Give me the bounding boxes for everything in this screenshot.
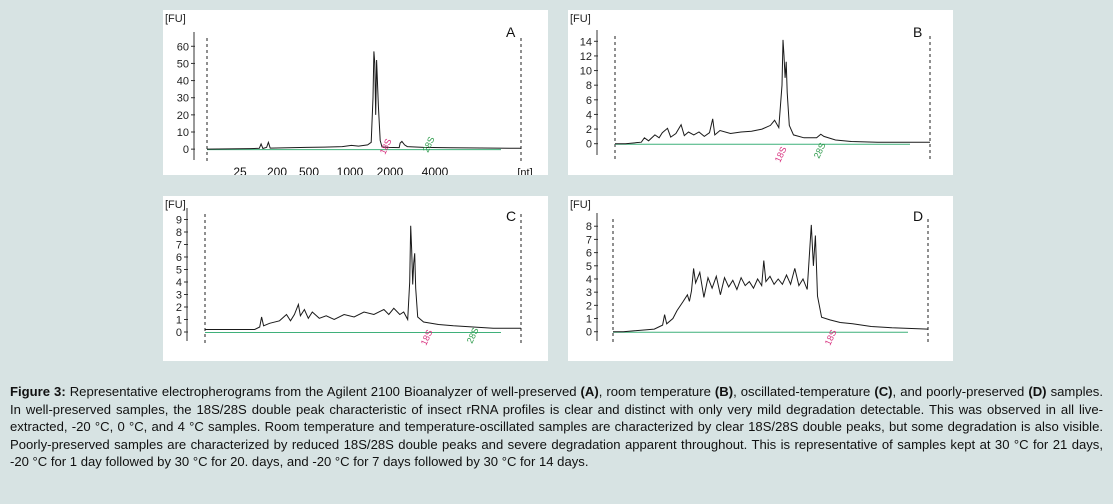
caption-bold-text: (D) (1028, 384, 1047, 399)
electropherogram-trace (206, 51, 522, 150)
x-axis-unit-label: [nt] (517, 167, 532, 175)
y-tick-label: 50 (177, 58, 189, 70)
caption-text: , room temperature (598, 384, 715, 399)
caption-bold-text: (C) (874, 384, 893, 399)
y-tick-label: 30 (177, 93, 189, 105)
y-tick-label: 3 (586, 287, 592, 299)
chart-b: [FU]0246810121418S28SB252005001000200040… (570, 13, 931, 164)
y-tick-label: 9 (176, 215, 182, 227)
panel-label: B (913, 24, 922, 40)
x-tick-label: 2000 (348, 359, 375, 361)
x-tick-label: 1000 (704, 359, 731, 361)
electropherogram-panel-b: [FU]0246810121418S28SB252005001000200040… (568, 10, 953, 175)
peak-label-18s: 18S (823, 328, 839, 347)
caption-bold-text: (A) (580, 384, 599, 399)
y-tick-label: 7 (586, 234, 592, 246)
y-axis-label: [FU] (570, 199, 591, 211)
caption-text: Representative electropherograms from th… (65, 384, 581, 399)
panel-label: A (506, 24, 516, 40)
figure-caption: Figure 3: Representative electropherogra… (10, 383, 1103, 471)
caption-text: , and poorly-preserved (892, 384, 1029, 399)
y-axis-label: [FU] (165, 199, 186, 211)
caption-text: samples. In well-preserved samples, the … (10, 384, 1103, 470)
y-tick-label: 8 (586, 80, 592, 92)
y-tick-label: 1 (176, 315, 182, 327)
y-tick-label: 0 (176, 327, 182, 339)
x-tick-label: 500 (299, 165, 319, 175)
y-tick-label: 0 (586, 327, 592, 339)
y-tick-label: 6 (586, 95, 592, 107)
chart-d: [FU]01234567818SD25200100020004000[nt] (570, 199, 929, 361)
y-tick-label: 10 (580, 66, 592, 78)
y-tick-label: 1 (586, 314, 592, 326)
electropherogram-panel-c: [FU]012345678918S28SC25200100020004000[n… (163, 196, 548, 361)
y-tick-label: 3 (176, 290, 182, 302)
x-tick-label: 25 (260, 359, 274, 361)
y-tick-label: 6 (176, 252, 182, 264)
y-tick-label: 40 (177, 76, 189, 88)
x-tick-label: 4000 (422, 165, 449, 175)
electropherogram-trace (613, 224, 929, 333)
peak-label-28s: 28S (465, 326, 481, 345)
y-tick-label: 4 (586, 274, 592, 286)
x-tick-label: 1000 (298, 359, 325, 361)
y-tick-label: 2 (586, 300, 592, 312)
peak-label-28s: 28S (421, 135, 437, 154)
electropherogram-panel-d: [FU]01234567818SD25200100020004000[nt] (568, 196, 953, 361)
y-axis-label: [FU] (570, 13, 591, 25)
y-tick-label: 8 (176, 227, 182, 239)
caption-text: , oscillated-temperature (733, 384, 875, 399)
x-tick-label: 4000 (386, 359, 413, 361)
caption-bold-text: Figure 3: (10, 384, 66, 399)
electropherogram-trace (205, 225, 521, 330)
x-tick-label: 1000 (337, 165, 364, 175)
chart-c: [FU]012345678918S28SC25200100020004000[n… (165, 199, 522, 361)
y-tick-label: 20 (177, 110, 189, 122)
y-tick-label: 4 (586, 109, 592, 121)
x-tick-label: 200 (675, 359, 695, 361)
x-tick-label: 25 (233, 165, 247, 175)
x-tick-label: 200 (269, 359, 289, 361)
electropherogram-panel-a: [FU] 0 10 20 30 40 50 60 18S 28S A 25 200 500 1000 2000… (163, 10, 548, 175)
caption-bold-text: (B) (714, 384, 734, 399)
y-tick-label: 2 (176, 302, 182, 314)
y-axis-label: [FU] (165, 13, 186, 25)
y-tick-label: 14 (580, 36, 592, 48)
y-tick-label: 10 (177, 127, 189, 139)
peak-label-18s: 18S (419, 328, 435, 347)
panel-label: D (913, 208, 923, 224)
y-tick-label: 4 (176, 277, 182, 289)
y-tick-label: 5 (176, 265, 182, 277)
y-tick-label: 0 (183, 144, 189, 156)
peak-label-18s: 18S (773, 145, 789, 164)
y-tick-label: 12 (580, 51, 592, 63)
x-tick-label: 200 (267, 165, 287, 175)
electropherogram-trace (615, 39, 930, 145)
x-tick-label: 2000 (755, 359, 782, 361)
x-tick-label: 2000 (377, 165, 404, 175)
y-tick-label: 6 (586, 248, 592, 260)
x-tick-label: 4000 (780, 359, 807, 361)
y-tick-label: 5 (586, 261, 592, 273)
y-tick-label: 60 (177, 41, 189, 53)
x-tick-label: 25 (659, 359, 673, 361)
panel-label: C (506, 208, 516, 224)
y-tick-label: 7 (176, 240, 182, 252)
y-tick-label: 0 (586, 139, 592, 151)
y-tick-label: 8 (586, 221, 592, 233)
y-tick-label: 2 (586, 124, 592, 136)
